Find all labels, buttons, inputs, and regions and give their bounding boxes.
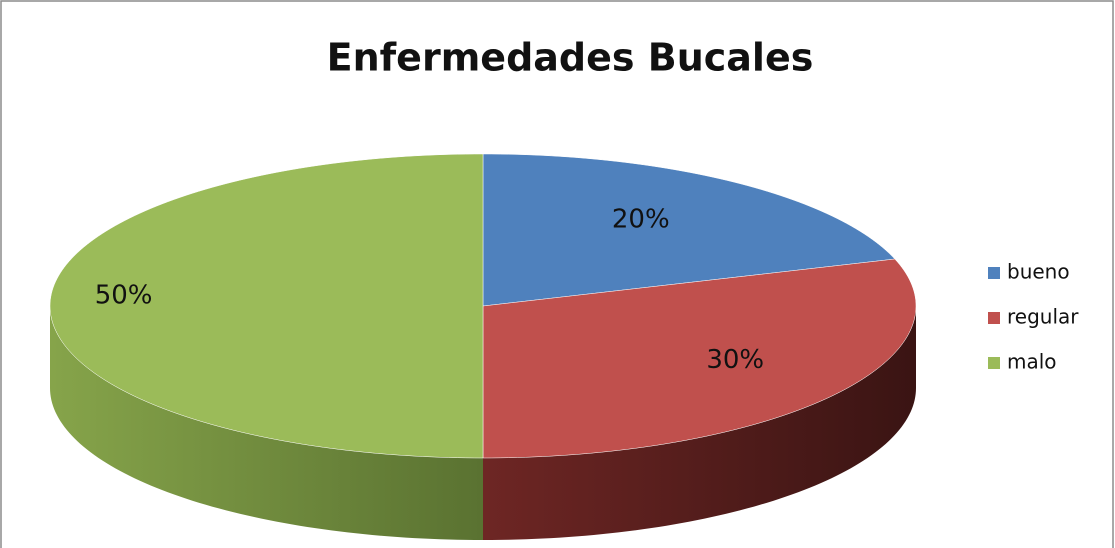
pie-side (50, 306, 483, 540)
legend-label: bueno (1007, 260, 1070, 284)
legend-label: malo (1007, 350, 1057, 374)
legend-label: regular (1007, 305, 1079, 329)
pie-slice (49, 153, 484, 459)
value-label: 20% (612, 204, 670, 234)
pie-slice (482, 153, 896, 307)
value-label: 50% (95, 281, 153, 311)
pie-side (483, 306, 916, 540)
chart-title: Enfermedades Bucales (327, 36, 814, 80)
legend-swatch (988, 357, 1000, 369)
legend-swatch (988, 312, 1000, 324)
value-label: 30% (706, 345, 764, 375)
legend-swatch (988, 267, 1000, 279)
pie-slice (482, 258, 917, 459)
